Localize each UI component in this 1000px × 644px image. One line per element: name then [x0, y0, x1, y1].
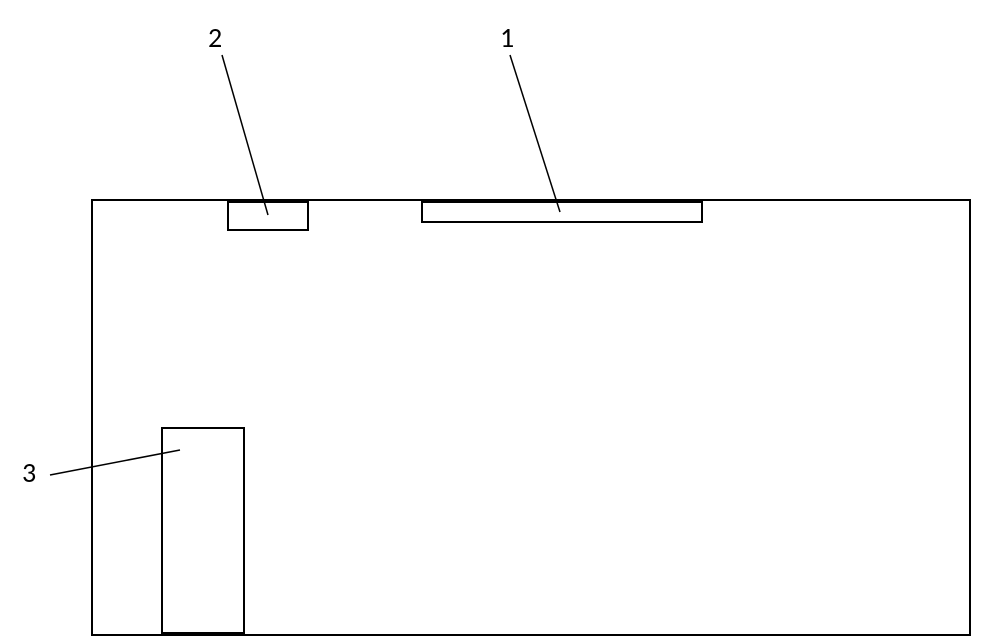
bottom-tall-rect: [162, 428, 244, 633]
leader-line-3: [50, 450, 180, 475]
diagram-canvas: [0, 0, 1000, 644]
callout-label-1: 1: [500, 20, 514, 55]
callout-label-2: 2: [208, 20, 222, 55]
callout-label-3: 3: [22, 455, 36, 490]
top-wide-rect: [422, 202, 702, 222]
leader-line-1: [510, 55, 560, 212]
top-small-rect: [228, 202, 308, 230]
leader-line-2: [222, 55, 268, 215]
